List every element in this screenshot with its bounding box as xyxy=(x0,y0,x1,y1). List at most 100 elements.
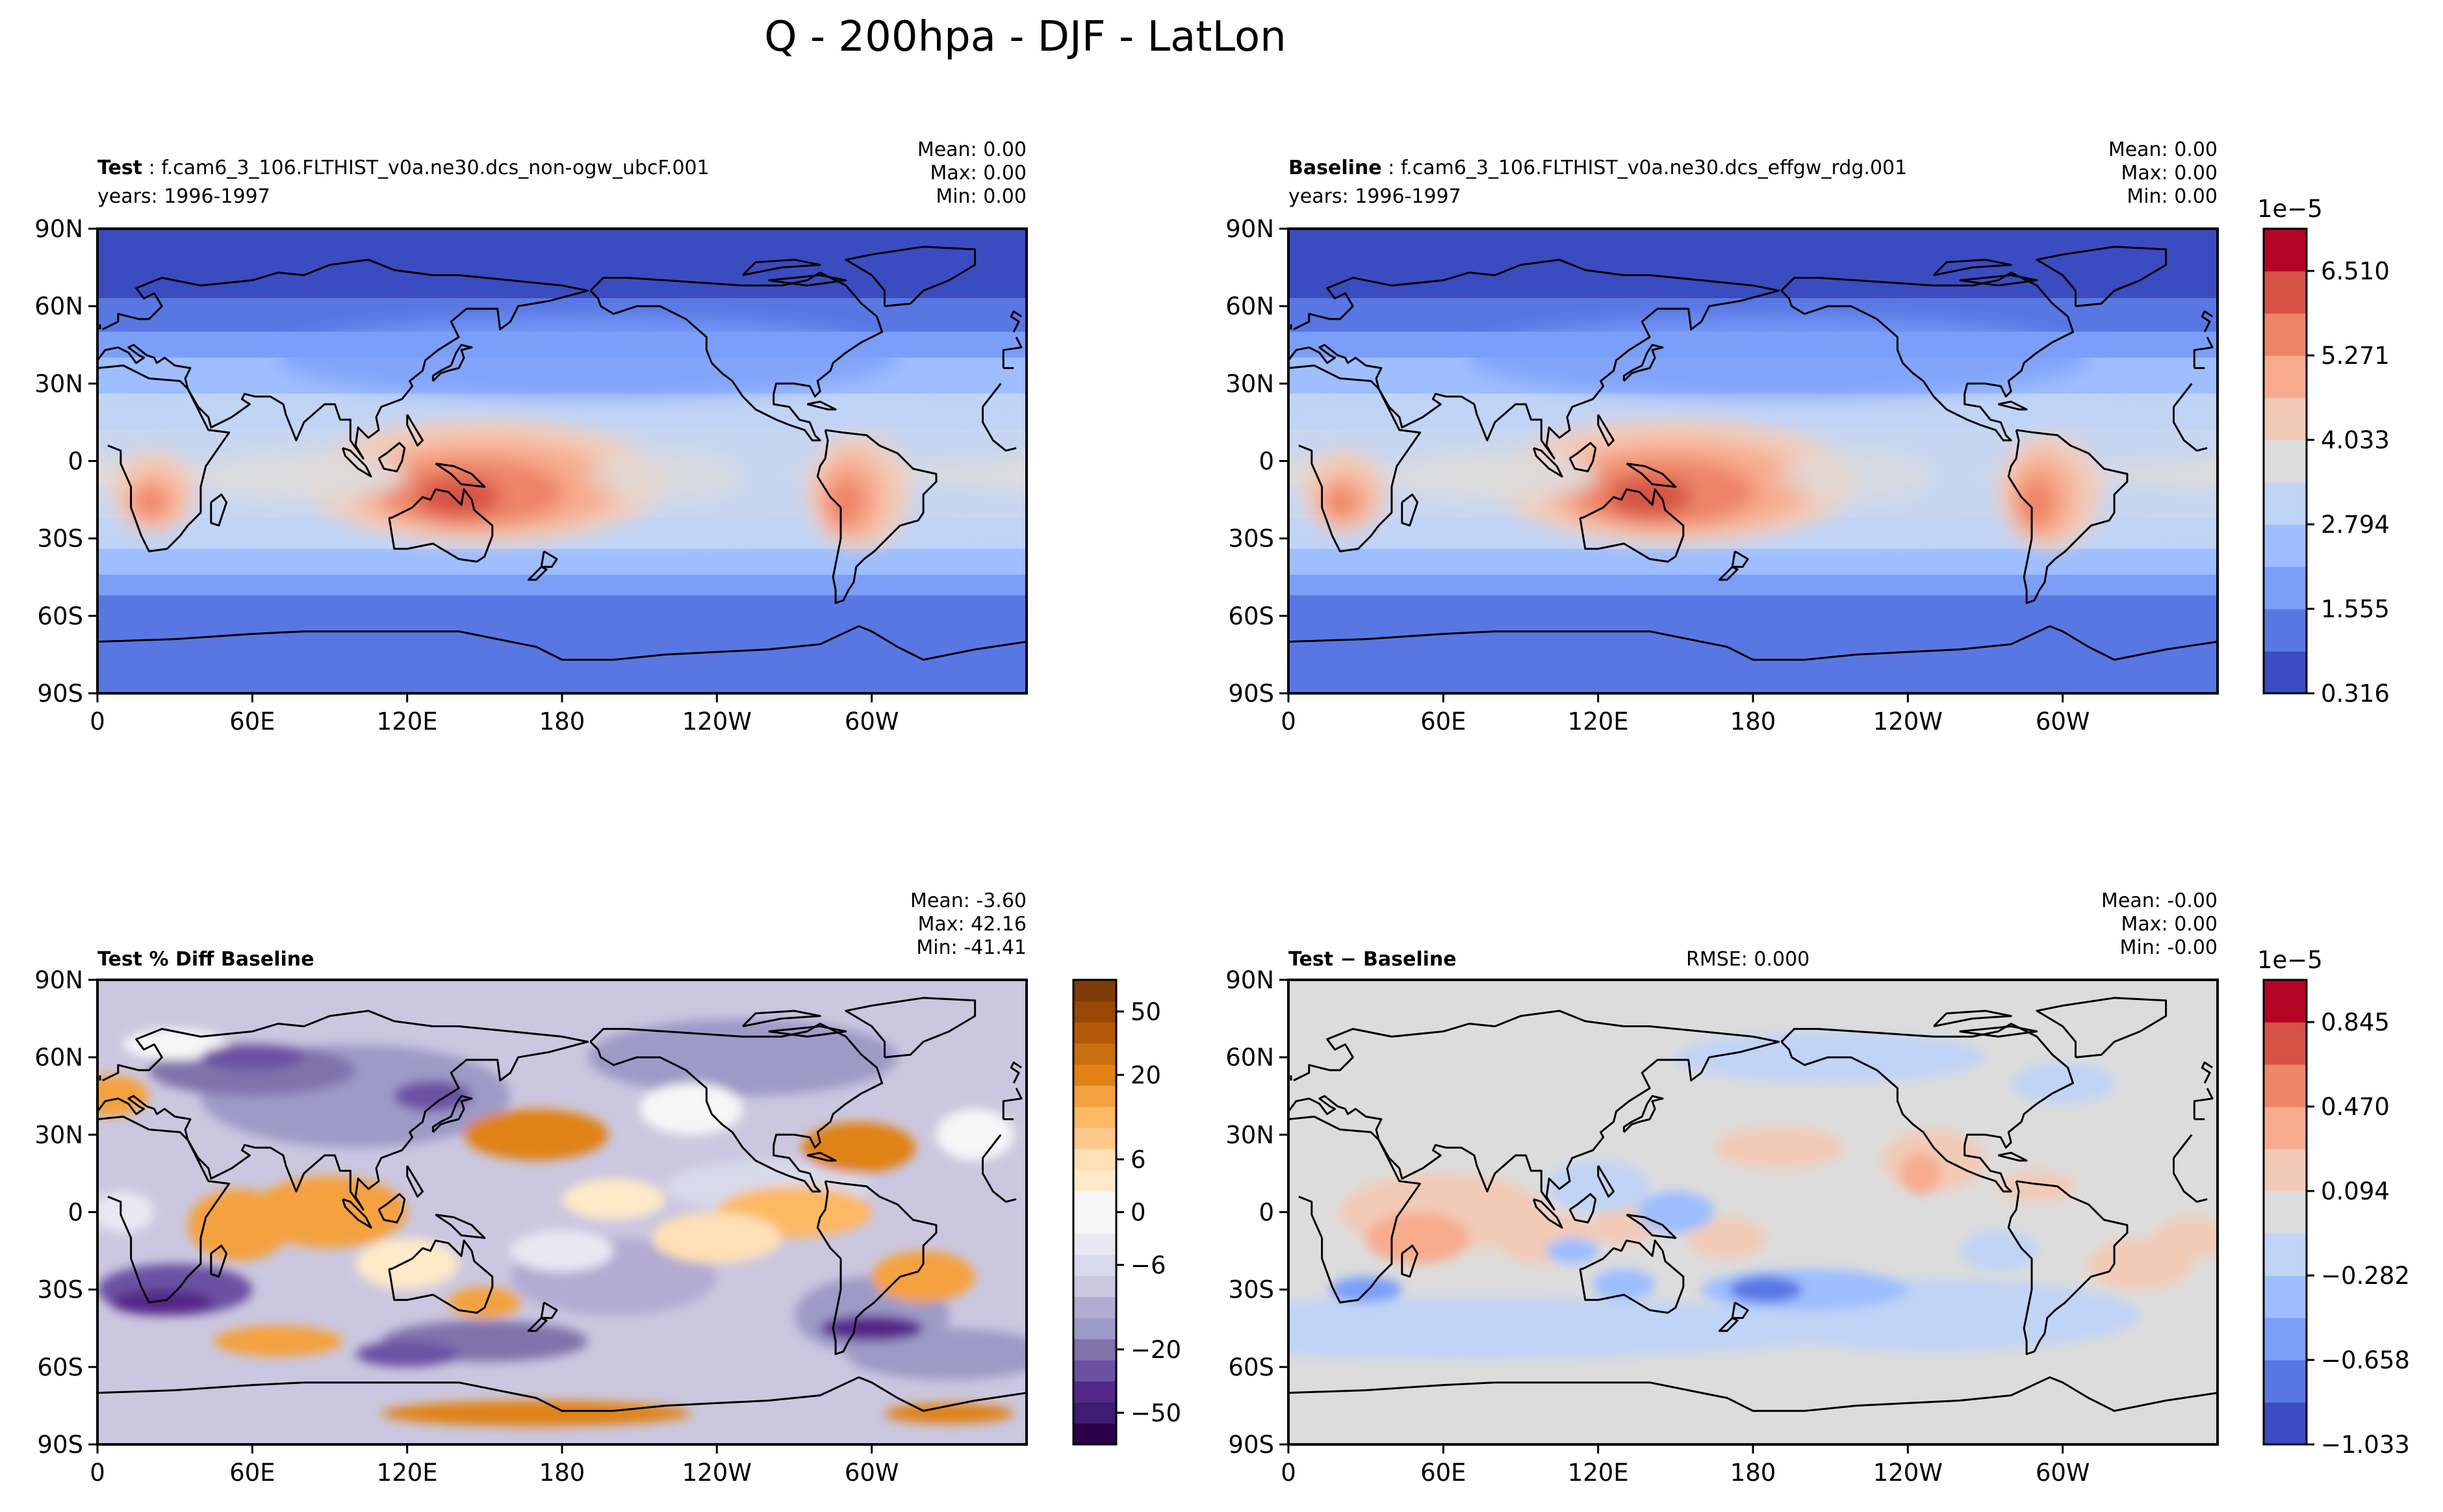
panel-label-bold: Test − Baseline xyxy=(1288,948,1457,971)
coastline-diff-5 xyxy=(1288,1376,2218,1412)
colorbar-level xyxy=(1073,1318,1116,1340)
coastline-pctdiff-9 xyxy=(377,1193,406,1224)
coastline-baseline-8 xyxy=(1401,493,1419,527)
coastline-diff-15 xyxy=(1998,1151,2028,1162)
coastline-test-15 xyxy=(807,400,837,411)
colorbar-level xyxy=(2264,1402,2307,1445)
lat-tick-label: 0 xyxy=(1259,448,1274,476)
colorbar-exponent: 1e−5 xyxy=(2257,195,2323,223)
colorbar-level xyxy=(1073,1001,1116,1023)
map-pctdiff xyxy=(97,980,1027,1444)
colorbar-level xyxy=(2264,1149,2307,1192)
colorbar-level xyxy=(2264,1064,2307,1107)
colorbar-level xyxy=(2264,1360,2307,1403)
panel-label-baseline: Baseline : f.cam6_3_106.FLTHIST_v0a.ne30… xyxy=(1288,157,1907,179)
panel-years: years: 1996-1997 xyxy=(1288,185,1461,208)
colorbar-level xyxy=(1073,1360,1116,1382)
coastline-test-7 xyxy=(431,344,473,382)
lon-tick-label: 0 xyxy=(90,708,105,736)
colorbar-level xyxy=(2264,651,2307,694)
coastline-pctdiff-10 xyxy=(341,1198,372,1229)
coastline-baseline-11 xyxy=(1626,463,1677,488)
coastline-pctdiff-6 xyxy=(845,997,977,1058)
coastline-baseline-2 xyxy=(1579,488,1685,563)
coastline-test-12 xyxy=(540,550,558,568)
coastline-diff-16 xyxy=(1597,1165,1615,1198)
lon-tick-label: 60W xyxy=(2036,708,2090,736)
colorbar-level xyxy=(2264,1318,2307,1361)
coastline-baseline-13 xyxy=(1718,566,1739,581)
colorbar-level xyxy=(2264,440,2307,483)
coastline-test-14 xyxy=(99,310,1022,333)
colorbar-frame xyxy=(2262,979,2308,1446)
stat-1: Max: 42.16 xyxy=(917,913,1027,936)
colorbar-level xyxy=(2264,1233,2307,1276)
lat-tick-label: 30N xyxy=(1225,1121,1274,1149)
lat-tick-label: 60N xyxy=(34,1044,83,1071)
coastline-pctdiff-1 xyxy=(97,1010,1023,1211)
coastline-baseline-16 xyxy=(1597,414,1615,447)
coastline-test-17 xyxy=(742,259,821,276)
colorbar-tick-label: 0.470 xyxy=(2321,1093,2390,1121)
coastline-diff-8 xyxy=(1401,1244,1419,1278)
coastline-pctdiff-13 xyxy=(527,1317,548,1332)
lon-tick-label: 120W xyxy=(1873,708,1943,736)
lon-tick-label: 120W xyxy=(682,708,752,736)
coastline-baseline-7 xyxy=(1622,344,1664,382)
lon-tick-label: 180 xyxy=(1730,1459,1776,1487)
stat-1: Max: 0.00 xyxy=(2121,162,2218,185)
colorbar-tick-label: 50 xyxy=(1131,998,1161,1026)
colorbar-tick-label: 2.794 xyxy=(2321,511,2390,539)
panel-years: years: 1996-1997 xyxy=(97,185,270,208)
colorbar-tick-label: −0.282 xyxy=(2321,1262,2410,1290)
coastline-diff-9 xyxy=(1568,1193,1597,1224)
lat-tick-label: 30S xyxy=(1228,1276,1274,1304)
colorbar-tick-label: −20 xyxy=(1131,1336,1181,1364)
coastline-test-8 xyxy=(210,493,228,527)
lat-tick-label: 60N xyxy=(1225,1044,1274,1071)
colorbar-level xyxy=(2264,1275,2307,1318)
lon-tick-label: 120E xyxy=(377,1459,438,1487)
coastline-diff-4 xyxy=(2007,1180,2129,1355)
coastline-baseline-1 xyxy=(1288,259,2214,459)
stat-1: Max: 0.00 xyxy=(930,162,1027,185)
coastline-pctdiff-11 xyxy=(435,1214,486,1239)
coastline-diff-10 xyxy=(1532,1198,1563,1229)
coastline-test-6 xyxy=(845,246,977,307)
lon-tick-label: 0 xyxy=(1281,1459,1296,1487)
coastline-test-16 xyxy=(406,414,424,447)
colorbar-level xyxy=(1073,1170,1116,1192)
colorbar-baseline: 0.316 1.555 2.794 4.033 5.271 6.510 1e−5 xyxy=(2257,195,2390,708)
rmse-label: RMSE: 0.000 xyxy=(1686,948,1810,971)
colorbar-tick-label: −1.033 xyxy=(2321,1431,2410,1459)
lon-tick-label: 180 xyxy=(1730,708,1776,736)
colorbar-level xyxy=(2264,313,2307,356)
stat-2: Min: 0.00 xyxy=(2127,185,2218,208)
colorbar-tick-label: 0.316 xyxy=(2321,680,2390,708)
colorbar-level xyxy=(1073,1043,1116,1065)
colorbar-level xyxy=(1073,980,1116,1002)
lat-tick-label: 30S xyxy=(1228,525,1274,553)
panel-label-rest: : f.cam6_3_106.FLTHIST_v0a.ne30.dcs_non-… xyxy=(142,157,710,179)
stat-0: Mean: -0.00 xyxy=(2101,890,2218,912)
lat-tick-label: 30S xyxy=(37,525,83,553)
coastline-pctdiff-18 xyxy=(768,1025,847,1038)
lat-tick-label: 30N xyxy=(34,370,83,398)
lat-tick-label: 60S xyxy=(1228,1353,1274,1381)
lat-tick-label: 60S xyxy=(37,602,83,630)
panel-label-bold: Baseline xyxy=(1288,157,1382,179)
coastline-pctdiff-4 xyxy=(816,1180,938,1355)
colorbar-level xyxy=(2264,1191,2307,1234)
coastline-test-4 xyxy=(816,429,938,604)
colorbar-level xyxy=(2264,355,2307,398)
colorbar-level xyxy=(1073,1339,1116,1361)
panel-label-bold: Test xyxy=(97,157,142,179)
lat-tick-label: 90S xyxy=(37,680,83,708)
stat-0: Mean: 0.00 xyxy=(2108,138,2218,161)
lat-tick-label: 60N xyxy=(1225,292,1274,320)
coastline-baseline-14 xyxy=(1290,310,2213,333)
coastline-diff-1 xyxy=(1288,1010,2214,1211)
colorbar-level xyxy=(2264,609,2307,652)
colorbar-level xyxy=(2264,524,2307,567)
